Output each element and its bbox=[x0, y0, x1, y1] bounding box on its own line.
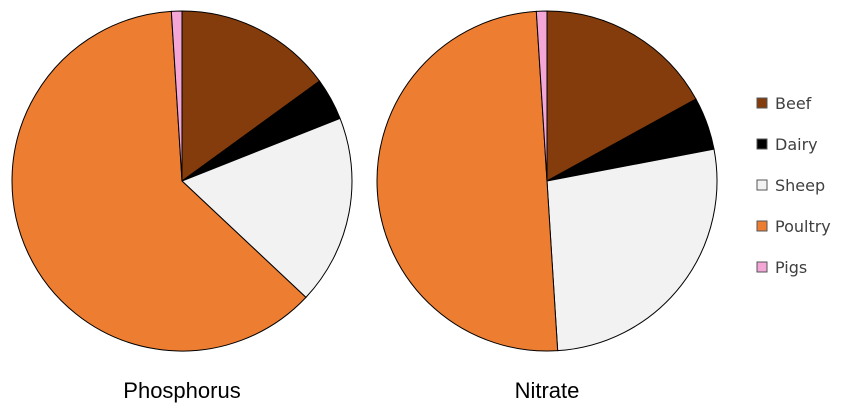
legend-label-sheep: Sheep bbox=[775, 176, 825, 195]
pie-phosphorus bbox=[11, 10, 353, 352]
legend-item-dairy: Dairy bbox=[756, 135, 818, 154]
slice-phosphorus-beef bbox=[181, 10, 321, 182]
legend-swatch-pigs bbox=[756, 261, 768, 273]
legend-item-beef: Beef bbox=[756, 94, 812, 113]
legend-item-poultry: Poultry bbox=[756, 217, 831, 236]
legend-label-dairy: Dairy bbox=[775, 135, 818, 154]
slice-phosphorus-poultry bbox=[11, 10, 307, 352]
legend-swatch-sheep bbox=[756, 179, 768, 191]
legend: Beef Dairy Sheep Poultry Pigs bbox=[756, 94, 831, 277]
legend-swatch-beef bbox=[756, 97, 768, 109]
pie-title-nitrate: Nitrate bbox=[515, 378, 580, 403]
legend-label-pigs: Pigs bbox=[775, 258, 807, 277]
legend-swatch-poultry bbox=[756, 220, 768, 232]
slice-nitrate-beef bbox=[546, 10, 697, 182]
pie-title-phosphorus: Phosphorus bbox=[123, 378, 240, 403]
legend-item-pigs: Pigs bbox=[756, 258, 807, 277]
legend-item-sheep: Sheep bbox=[756, 176, 825, 195]
slice-nitrate-pigs bbox=[535, 10, 548, 182]
pie-nitrate bbox=[376, 10, 718, 352]
slice-nitrate-sheep bbox=[546, 148, 718, 352]
slice-phosphorus-pigs bbox=[170, 10, 183, 182]
legend-swatch-dairy bbox=[756, 138, 768, 150]
slice-nitrate-poultry bbox=[376, 10, 559, 352]
slice-phosphorus-sheep bbox=[181, 117, 353, 299]
legend-label-poultry: Poultry bbox=[775, 217, 831, 236]
legend-label-beef: Beef bbox=[775, 94, 812, 113]
